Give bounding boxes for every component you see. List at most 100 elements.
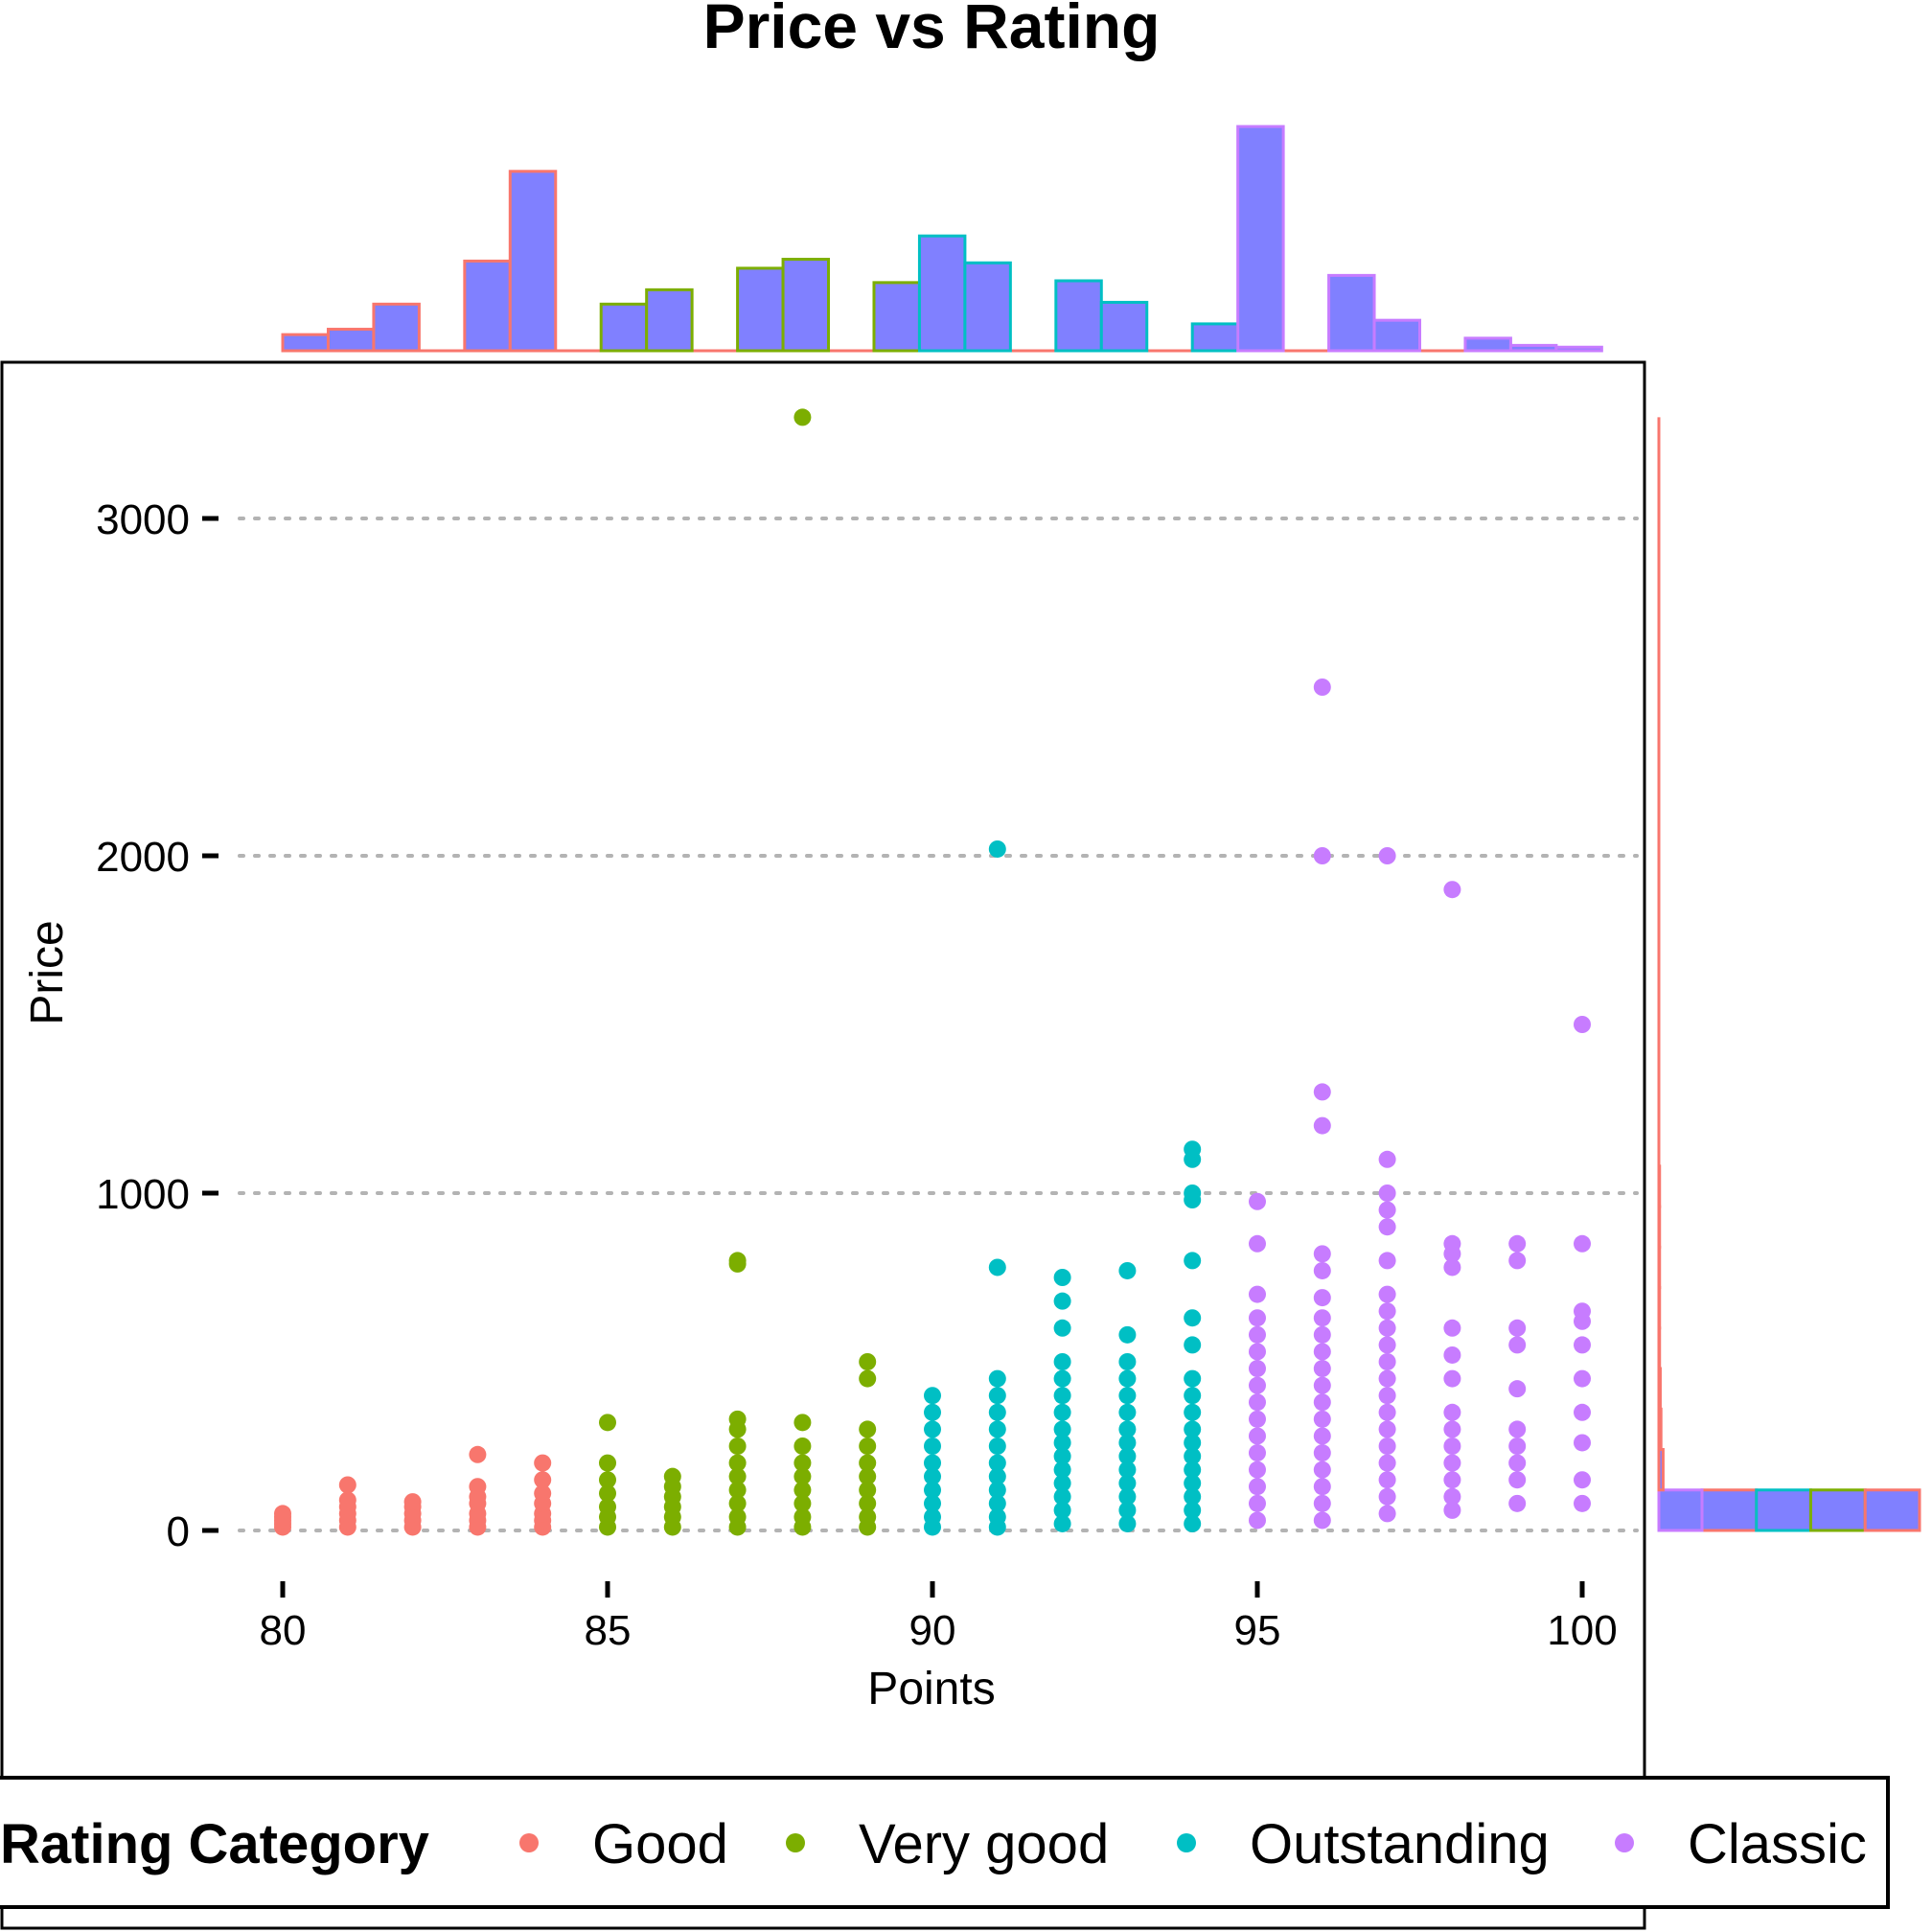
scatter-point [988,1438,1006,1455]
histogram-bar [917,234,967,353]
scatter-point [988,1467,1006,1485]
scatter-point [1443,1319,1461,1337]
scatter-point [534,1454,552,1472]
x-axis: 80 85 90 95 100 [260,1581,1618,1654]
histogram-bar [1657,1488,1704,1532]
scatter-point [1249,1376,1266,1394]
scatter-point [1313,1427,1331,1445]
scatter-point [1313,1289,1331,1307]
scatter-point [1443,1454,1461,1472]
scatter-point [1508,1471,1527,1489]
legend-label: Good [592,1813,728,1875]
scatter-point [1118,1387,1137,1405]
scatter-point [859,1353,877,1370]
scatter-point [1313,1261,1331,1279]
histogram-bar [599,302,649,353]
scatter-point [859,1438,877,1455]
scatter-point [599,1471,616,1489]
scatter-point [1508,1319,1527,1337]
scatter-point [988,840,1006,858]
scatter-point [1574,1434,1591,1452]
scatter-point [1378,1150,1396,1168]
scatter-point [1118,1261,1137,1279]
legend-key [786,1833,805,1852]
scatter-point [1378,1487,1396,1506]
scatter-point [728,1481,747,1499]
scatter-point [794,1438,812,1455]
scatter-point [1118,1420,1137,1438]
scatter-point [1378,1218,1396,1236]
scatter-point [1249,1325,1266,1344]
scatter-point [1508,1336,1527,1354]
scatter-point [1249,1478,1266,1496]
scatter-point [1508,1234,1527,1253]
legend-key [1615,1833,1634,1852]
scatter-point [988,1507,1006,1526]
scatter-point [1508,1252,1527,1270]
scatter-point [1184,1336,1202,1354]
histogram-bar [736,266,785,353]
scatter-point [988,1420,1006,1438]
scatter-point [859,1467,877,1485]
scatter-point [924,1481,941,1499]
scatter-point [1249,1494,1266,1512]
scatter-point [469,1478,487,1496]
scatter-point [794,1494,812,1512]
y-axis: 0 1000 2000 3000 [96,496,218,1555]
scatter-point [1378,1285,1396,1303]
y-tick-label: 1000 [96,1171,190,1218]
scatter-point [728,1467,747,1485]
histogram-bar [1099,300,1149,353]
scatter-point [1508,1454,1527,1472]
scatter-point [1313,1494,1331,1512]
chart-title: Price vs Rating [703,0,1161,61]
scatter-point [1118,1353,1137,1370]
scatter-point [338,1476,356,1494]
scatter-point [1249,1393,1266,1412]
scatter-point [1378,1184,1396,1202]
x-tick-label: 95 [1234,1607,1281,1654]
scatter-point [924,1494,941,1512]
scatter-point [1313,1360,1331,1378]
scatter-point [859,1369,877,1388]
scatter-point [1053,1501,1071,1519]
scatter-point [1118,1474,1137,1492]
scatter-point [1574,1234,1591,1253]
scatter-point [1249,1343,1266,1361]
scatter-point [988,1258,1006,1276]
scatter-point [859,1481,877,1499]
scatter-point [1053,1434,1071,1452]
scatter-point [599,1484,616,1503]
scatter-point [1118,1487,1137,1506]
scatter-point [1118,1501,1137,1519]
histogram-bar [1236,125,1285,353]
scatter-point [1184,1474,1202,1492]
scatter-point [924,1438,941,1455]
scatter-point [1443,1420,1461,1438]
scatter-point [1118,1514,1137,1532]
scatter-point [1053,1319,1071,1337]
histogram-bar [372,302,421,353]
scatter-point [924,1403,941,1421]
histogram-bar [1700,1488,1759,1532]
scatter-point [1313,1410,1331,1428]
scatter-point [1443,1403,1461,1421]
scatter-point [1574,1336,1591,1354]
scatter-point [1118,1447,1137,1465]
scatter-point [859,1420,877,1438]
scatter-point [1249,1410,1266,1428]
scatter-point [1508,1380,1527,1398]
histogram-bar [1755,1488,1812,1532]
scatter-point [1118,1403,1137,1421]
scatter-point [1249,1285,1266,1303]
scatter-point [1378,1471,1396,1489]
scatter-point [728,1507,747,1526]
scatter-point [1184,1387,1202,1405]
histogram-bar [1463,336,1512,353]
histogram-bar [1508,343,1558,353]
scatter-point [859,1507,877,1526]
scatter-point [1574,1494,1591,1512]
histogram-bar [463,259,512,353]
histogram-bar [1657,1164,1662,1208]
scatter-point [1053,1353,1071,1370]
